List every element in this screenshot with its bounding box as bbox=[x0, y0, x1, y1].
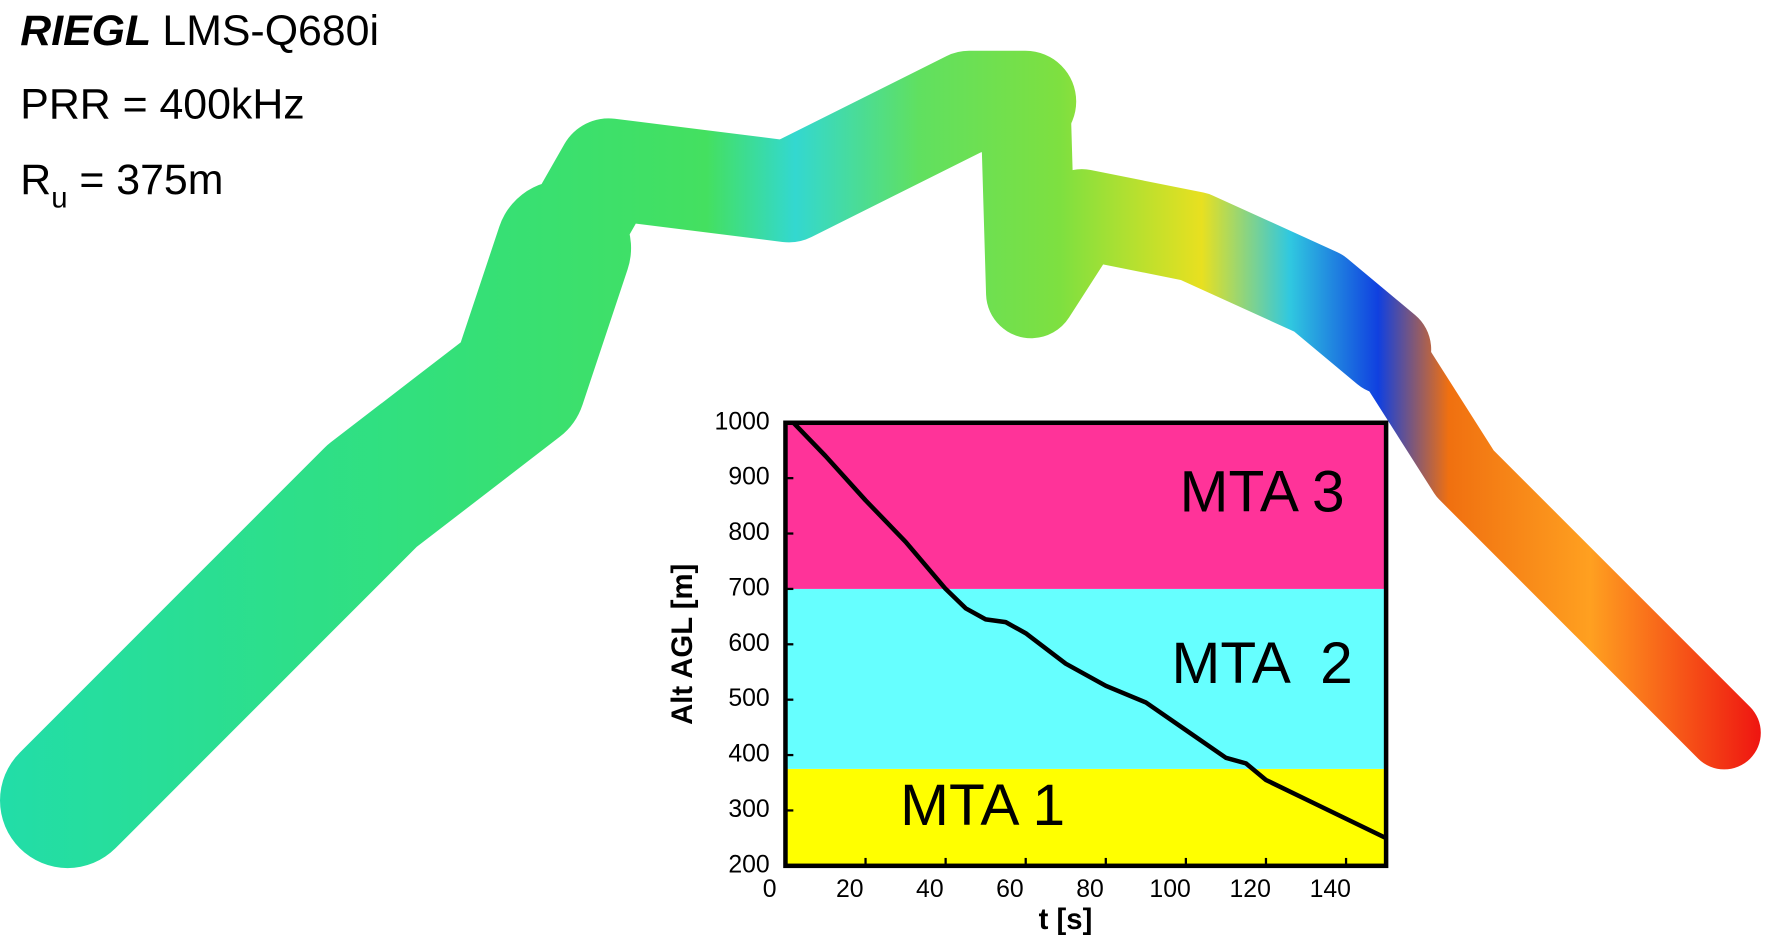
x-tick-label: 100 bbox=[1149, 876, 1190, 903]
range-symbol: R bbox=[20, 156, 51, 204]
x-tick-label: 60 bbox=[996, 876, 1024, 903]
y-tick-label: 300 bbox=[728, 796, 769, 823]
y-tick-label: 500 bbox=[728, 685, 769, 712]
x-tick-label: 0 bbox=[763, 876, 777, 903]
range-value: = 375m bbox=[68, 156, 224, 204]
range-subscript: u bbox=[51, 181, 67, 214]
y-tick-label: 400 bbox=[728, 741, 769, 768]
model: LMS-Q680i bbox=[162, 7, 379, 55]
x-tick-label: 40 bbox=[916, 876, 944, 903]
y-tick-label: 1000 bbox=[715, 408, 770, 435]
page: RIEGLLMS-Q680i PRR = 400kHz Ru = 375m MT… bbox=[0, 0, 1767, 947]
y-tick-label: 600 bbox=[728, 630, 769, 657]
y-tick-label: 800 bbox=[728, 519, 769, 546]
y-axis-label: Alt AGL [m] bbox=[666, 564, 699, 725]
x-tick-label: 80 bbox=[1076, 876, 1104, 903]
x-tick-label: 120 bbox=[1230, 876, 1271, 903]
band-label: MTA 1 bbox=[900, 773, 1065, 838]
y-tick-label: 200 bbox=[728, 851, 769, 878]
band-label: MTA 3 bbox=[1180, 460, 1345, 525]
x-tick-label: 20 bbox=[836, 876, 864, 903]
brand: RIEGL bbox=[20, 7, 151, 55]
band-label: MTA 2 bbox=[1172, 631, 1353, 696]
x-tick-label: 140 bbox=[1310, 876, 1351, 903]
y-tick-label: 700 bbox=[728, 574, 769, 601]
header-line-3: Ru = 375m bbox=[20, 156, 223, 215]
y-tick-label: 900 bbox=[728, 464, 769, 491]
prr: PRR = 400kHz bbox=[20, 80, 304, 128]
x-axis-label: t [s] bbox=[1039, 903, 1093, 936]
figure: RIEGLLMS-Q680i PRR = 400kHz Ru = 375m MT… bbox=[0, 0, 1767, 947]
band bbox=[785, 769, 1386, 866]
